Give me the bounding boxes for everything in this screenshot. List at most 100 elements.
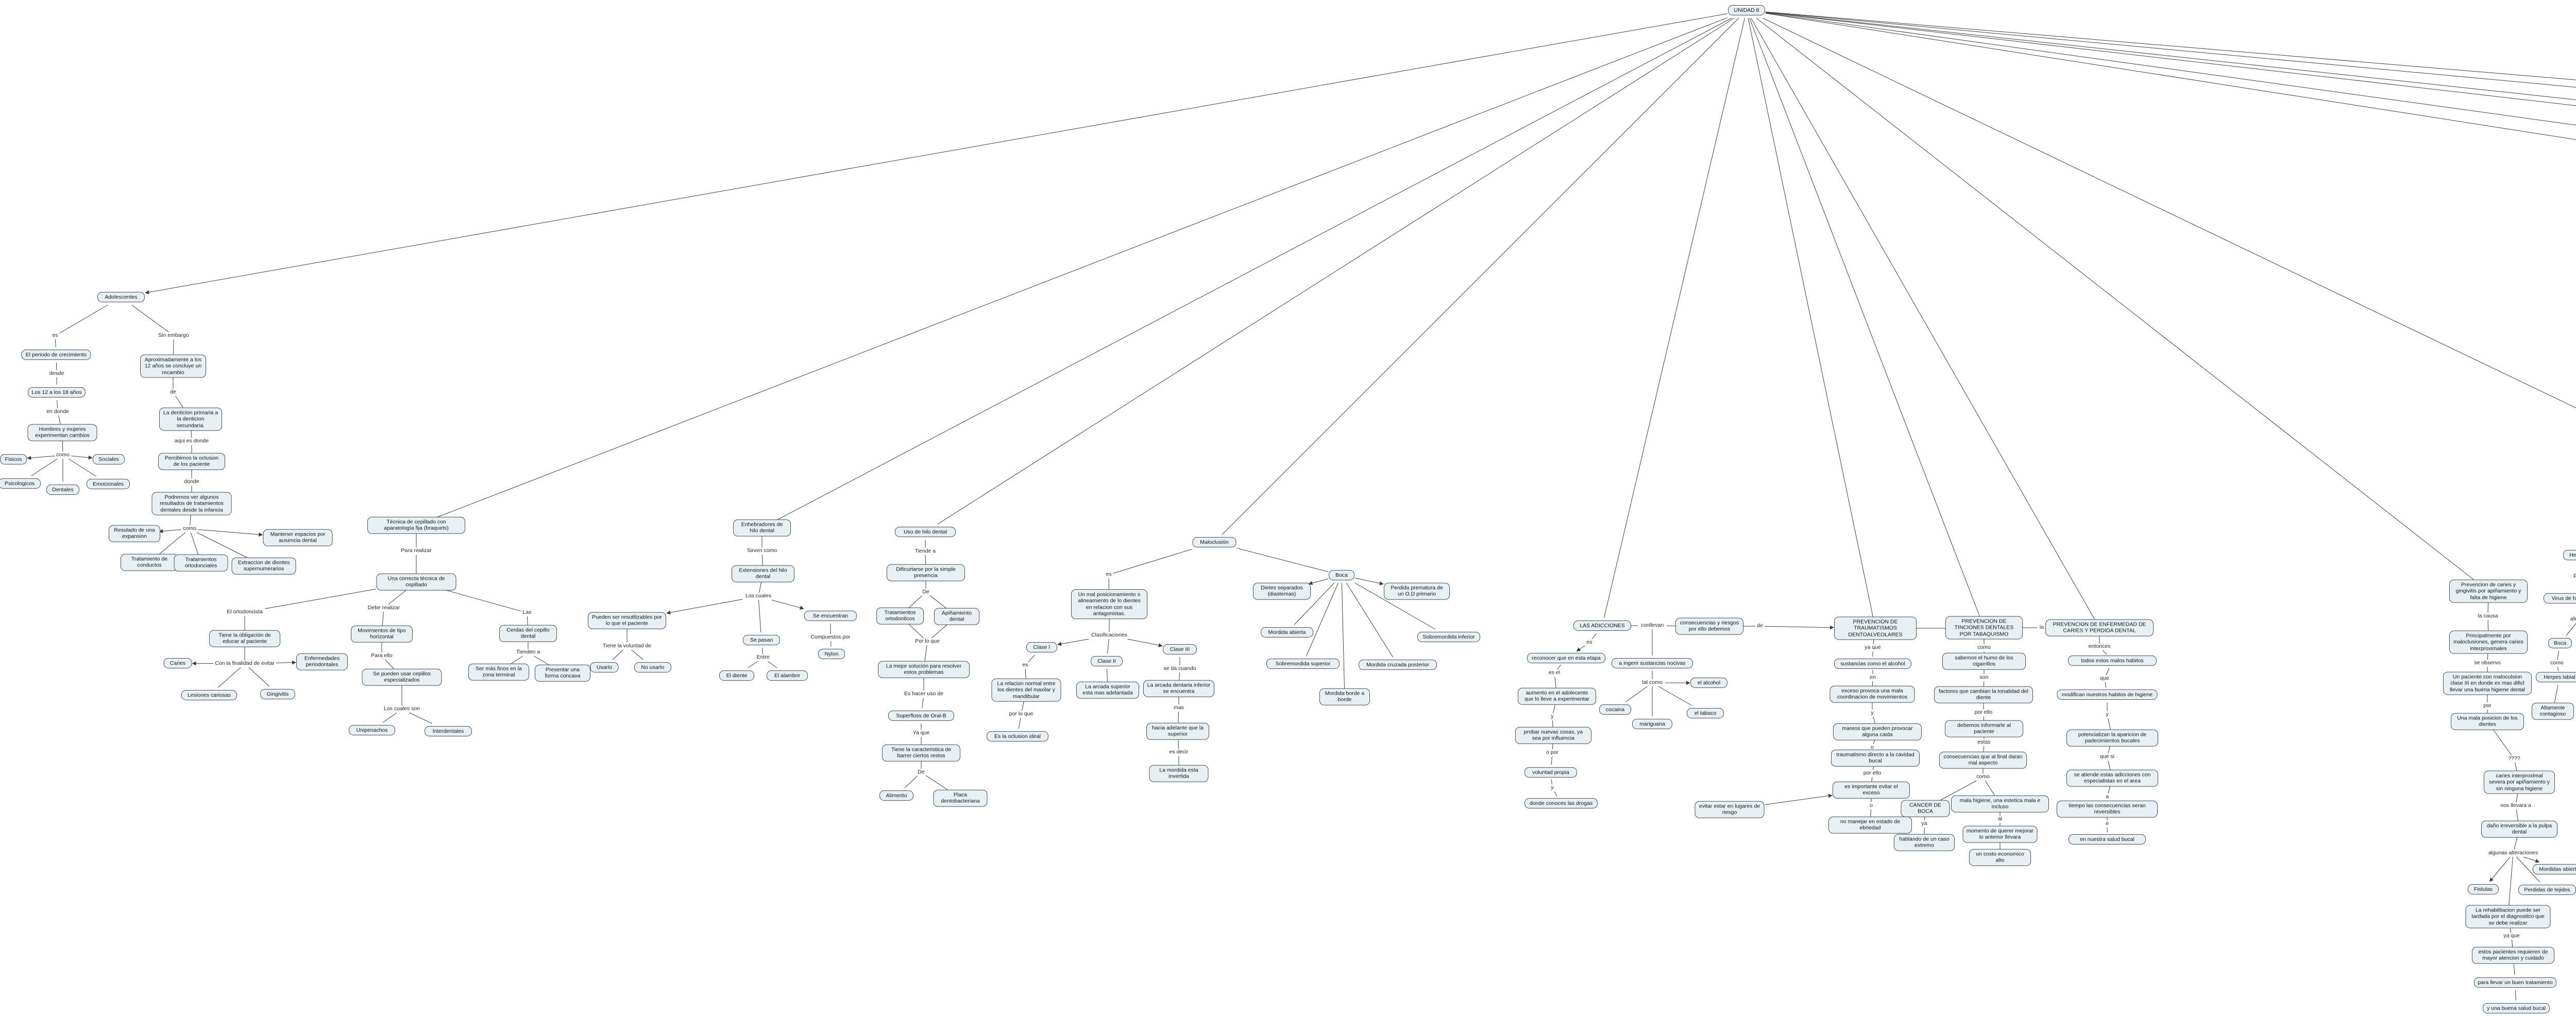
- concept-node[interactable]: caries interproximal severa por apiñamie…: [2484, 770, 2555, 794]
- concept-node[interactable]: Movimientos de tipo horizontal: [351, 625, 413, 643]
- concept-node[interactable]: Sobremordida superior: [1266, 658, 1340, 669]
- concept-node[interactable]: Emocionales: [87, 478, 130, 490]
- concept-node[interactable]: exceso provoca una mala coordinacion de …: [1829, 685, 1915, 703]
- concept-node[interactable]: Nylon: [818, 648, 845, 660]
- concept-node[interactable]: Enfermedades periodontales: [296, 653, 348, 670]
- concept-node[interactable]: Es la oclusion ideal: [987, 731, 1048, 742]
- concept-node[interactable]: Principalmente por maloclusiones, genera…: [2449, 630, 2528, 654]
- concept-node[interactable]: No usarlo: [634, 662, 671, 673]
- concept-node[interactable]: PREVENCION DE TRAUMATISMOS DENTOALVEOLAR…: [1834, 616, 1917, 640]
- concept-node[interactable]: cocaina: [1599, 704, 1631, 715]
- concept-node[interactable]: tiempo las consecuencias seran reversibl…: [2057, 800, 2158, 818]
- concept-node[interactable]: donde conoces las drogas: [1524, 798, 1598, 809]
- concept-node[interactable]: Extraccion de dientes supernumerarios: [231, 557, 296, 575]
- concept-node[interactable]: Psicologicos: [0, 478, 41, 489]
- concept-node[interactable]: Tiene la obligación de educar al pacient…: [209, 630, 280, 647]
- concept-node[interactable]: y una buena salud bucal: [2483, 1003, 2550, 1014]
- concept-node[interactable]: Maloclusión: [1192, 537, 1236, 548]
- concept-node[interactable]: se atiende estas adicciones con especial…: [2066, 769, 2158, 787]
- concept-node[interactable]: Clase II: [1091, 656, 1123, 667]
- concept-node[interactable]: es importante evitar el exceso: [1833, 781, 1910, 799]
- concept-node[interactable]: Interdentales: [425, 726, 472, 737]
- concept-node[interactable]: Caries: [163, 658, 192, 669]
- concept-node[interactable]: Tiene la caracteristica de barrer cierto…: [882, 744, 960, 762]
- concept-node[interactable]: Herpes labial: [2536, 672, 2576, 683]
- concept-node[interactable]: Virus de herpes simple: [2544, 593, 2576, 604]
- concept-node[interactable]: Herpes: [2563, 549, 2576, 561]
- concept-node[interactable]: Uso de hilo dental: [895, 526, 956, 538]
- concept-node[interactable]: Dietes separados (diastemas): [1253, 582, 1311, 600]
- concept-node[interactable]: en nuestra salud bucal: [2069, 834, 2146, 845]
- concept-node[interactable]: Tratamientos ortodonticos: [876, 607, 924, 625]
- concept-node[interactable]: sabemos el humo de los cigarrillos: [1942, 652, 2026, 670]
- concept-node[interactable]: Fisicos: [0, 454, 27, 465]
- concept-node[interactable]: modifican nuestros habitos de higiene: [2057, 689, 2158, 700]
- concept-node[interactable]: Se pasan: [743, 634, 780, 646]
- concept-node[interactable]: evitar estar en lugares de riesgo: [1694, 801, 1765, 818]
- concept-node[interactable]: Mordidas abiertas: [2533, 864, 2576, 875]
- concept-node[interactable]: Superfloss de Oral-B: [888, 710, 954, 721]
- concept-node[interactable]: mareos que pueden provocar alguna caida: [1833, 723, 1922, 741]
- concept-node[interactable]: daño irreversible a la pulpa dental: [2481, 820, 2557, 838]
- concept-node[interactable]: Placa dentobacteriana: [933, 789, 988, 807]
- concept-node[interactable]: Presentar una forma concava: [535, 664, 590, 682]
- concept-node[interactable]: mariguana: [1632, 718, 1672, 730]
- concept-node[interactable]: Hombres y mujeres experimentan cambios: [27, 424, 97, 441]
- concept-node[interactable]: CANCER DE BOCA: [1901, 800, 1950, 817]
- concept-node[interactable]: voluntad propia: [1524, 767, 1577, 778]
- concept-node[interactable]: momento de querer mejorar lo anterior ll…: [1962, 825, 2038, 843]
- concept-node[interactable]: La denticion primaria a la denticion sec…: [159, 407, 222, 431]
- concept-node[interactable]: todos estos malos habitos: [2068, 655, 2157, 666]
- concept-node[interactable]: Técnica de cepillado con aparatología fi…: [367, 517, 465, 534]
- concept-node[interactable]: hacia adelante que la superior: [1146, 723, 1209, 740]
- concept-node[interactable]: Mordida borde a borde: [1319, 688, 1370, 706]
- concept-node[interactable]: Perdida prematura de un O.D primario: [1384, 582, 1450, 600]
- concept-node[interactable]: Mordida abierta: [1261, 627, 1313, 638]
- concept-node[interactable]: aumento en el adolecente que lo lleve a …: [1518, 687, 1596, 705]
- concept-node[interactable]: consecuencias y riesgos por ello debemos: [1675, 617, 1743, 635]
- concept-node[interactable]: Dentales: [46, 484, 79, 495]
- concept-node[interactable]: Enhebradores de hilo dental: [733, 519, 791, 537]
- concept-node[interactable]: PREVENCION DE ENFERMEDAD DE CARIES Y PER…: [2045, 619, 2154, 637]
- concept-node[interactable]: La mordida esta invertida: [1149, 765, 1209, 782]
- concept-node[interactable]: La relacion normal entre los dientes del…: [991, 678, 1061, 702]
- concept-node[interactable]: potencializan la aparicion de padecimien…: [2066, 729, 2158, 747]
- concept-node[interactable]: Extensiones del hilo dental: [732, 565, 794, 582]
- concept-node[interactable]: Una mala posicion de los dientes: [2451, 713, 2524, 730]
- concept-node[interactable]: un costo economico alto: [1969, 849, 2031, 866]
- concept-node[interactable]: El diente: [719, 670, 754, 681]
- concept-node[interactable]: mala higiene, una estetica mala e inclus…: [1951, 795, 2049, 813]
- concept-node[interactable]: consecuencias que al final daran mal asp…: [1939, 751, 2027, 769]
- concept-node[interactable]: Gingivitis: [260, 689, 295, 700]
- concept-node[interactable]: Alimento: [879, 790, 913, 801]
- concept-node[interactable]: La arcada dentaria inferior se encuentra: [1143, 680, 1214, 697]
- concept-node[interactable]: Aproximadamente a los 12 años se concluy…: [140, 354, 206, 378]
- concept-node[interactable]: Un mal posicionamiento o alineamiento de…: [1071, 589, 1147, 619]
- concept-node[interactable]: Pueden ser resutilizables por lo que el …: [588, 612, 666, 629]
- concept-node[interactable]: para llevar un buen tratamiento: [2474, 977, 2556, 988]
- concept-node[interactable]: no manejar en estado de ebriedad: [1828, 816, 1912, 834]
- concept-node[interactable]: reconocer que en esta etapa: [1527, 652, 1605, 664]
- concept-node[interactable]: La rehabilitacion puede ser tardada por …: [2465, 905, 2551, 928]
- concept-node[interactable]: Prevencion de caries y gingivitis por ap…: [2449, 579, 2528, 603]
- concept-node[interactable]: Podremos ver algunos resultados de trata…: [151, 492, 232, 515]
- concept-node[interactable]: Boca: [1329, 570, 1354, 581]
- concept-node[interactable]: Se pueden usar cepillos especializados: [362, 668, 442, 686]
- concept-node[interactable]: el tabaco: [1687, 708, 1724, 719]
- concept-node[interactable]: Un paciente con maloculsion clase III en…: [2443, 672, 2532, 695]
- concept-node[interactable]: Sociales: [93, 454, 125, 465]
- concept-node[interactable]: La mejor solución para resolver estos pr…: [878, 661, 970, 678]
- concept-node[interactable]: probar nuevas cosas, ya sea por influenc…: [1515, 727, 1591, 744]
- concept-node[interactable]: UNIDAD 8: [1728, 5, 1765, 16]
- concept-node[interactable]: factores que cambian la tonalidad del di…: [1934, 686, 2033, 703]
- concept-node[interactable]: El alambre: [767, 670, 808, 681]
- concept-node[interactable]: Ser más finos en la zona terminal: [468, 663, 529, 681]
- concept-node[interactable]: PREVENCION DE TINCIONES DENTALES POR TAB…: [1945, 616, 2023, 640]
- concept-node[interactable]: Unipenachos: [349, 725, 395, 736]
- concept-node[interactable]: Cerdas del cepillo dental: [499, 625, 557, 642]
- concept-node[interactable]: Altamente contagioso: [2532, 702, 2574, 720]
- concept-node[interactable]: Perdidas de tejidos: [2518, 884, 2576, 896]
- concept-node[interactable]: Una correcta técnica de cepillado: [376, 573, 456, 591]
- concept-node[interactable]: Resulado de una expansion: [109, 525, 160, 542]
- concept-node[interactable]: Percibimos la oclusion de los paciente: [158, 453, 225, 470]
